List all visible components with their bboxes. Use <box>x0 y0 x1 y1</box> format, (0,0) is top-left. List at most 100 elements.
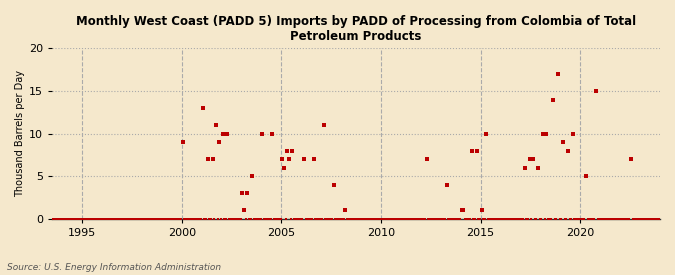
Point <box>149 217 160 221</box>
Point <box>395 217 406 221</box>
Point <box>264 217 275 221</box>
Point <box>57 217 68 221</box>
Point <box>88 217 99 221</box>
Point <box>546 217 557 221</box>
Point <box>179 217 190 221</box>
Point <box>176 217 186 221</box>
Point <box>593 217 603 221</box>
Point <box>154 217 165 221</box>
Point <box>454 217 465 221</box>
Point <box>282 148 293 153</box>
Point <box>178 140 188 144</box>
Point <box>325 217 336 221</box>
Point <box>521 217 532 221</box>
Point <box>113 217 124 221</box>
Point <box>247 174 258 178</box>
Point <box>355 217 366 221</box>
Point <box>608 217 618 221</box>
Point <box>425 217 435 221</box>
Point <box>599 217 610 221</box>
Point <box>413 217 424 221</box>
Point <box>576 217 587 221</box>
Point <box>429 217 440 221</box>
Point <box>104 217 115 221</box>
Point <box>86 217 97 221</box>
Point <box>436 217 447 221</box>
Point <box>488 217 499 221</box>
Point <box>439 217 450 221</box>
Point <box>566 217 576 221</box>
Point <box>371 217 382 221</box>
Point <box>511 217 522 221</box>
Point <box>624 217 634 221</box>
Point <box>273 217 284 221</box>
Point <box>489 217 500 221</box>
Point <box>234 217 244 221</box>
Point <box>652 217 663 221</box>
Point <box>237 191 248 196</box>
Point <box>446 217 457 221</box>
Point <box>128 217 138 221</box>
Point <box>159 217 170 221</box>
Point <box>595 217 606 221</box>
Point <box>327 217 338 221</box>
Point <box>76 217 87 221</box>
Point <box>456 208 467 213</box>
Point <box>51 217 62 221</box>
Point <box>531 217 542 221</box>
Point <box>230 217 241 221</box>
Point <box>497 217 508 221</box>
Point <box>450 217 460 221</box>
Point <box>380 217 391 221</box>
Point <box>317 217 327 221</box>
Point <box>140 217 151 221</box>
Point <box>129 217 140 221</box>
Point <box>270 217 281 221</box>
Point <box>126 217 136 221</box>
Point <box>438 217 449 221</box>
Point <box>464 217 475 221</box>
Point <box>522 217 533 221</box>
Point <box>642 217 653 221</box>
Point <box>526 217 537 221</box>
Point <box>197 106 208 110</box>
Point <box>144 217 155 221</box>
Point <box>533 166 543 170</box>
Point <box>494 217 505 221</box>
Point <box>209 217 219 221</box>
Point <box>302 217 313 221</box>
Point <box>240 217 251 221</box>
Point <box>554 217 565 221</box>
Point <box>342 217 352 221</box>
Point <box>207 157 218 161</box>
Point <box>370 217 381 221</box>
Point <box>252 217 263 221</box>
Point <box>337 217 348 221</box>
Point <box>196 217 207 221</box>
Point <box>577 217 588 221</box>
Point <box>478 217 489 221</box>
Point <box>174 217 185 221</box>
Point <box>323 217 334 221</box>
Point <box>244 217 254 221</box>
Point <box>536 217 547 221</box>
Point <box>363 217 374 221</box>
Point <box>543 217 554 221</box>
Point <box>641 217 651 221</box>
Point <box>71 217 82 221</box>
Point <box>556 217 566 221</box>
Point <box>344 217 354 221</box>
Point <box>116 217 127 221</box>
Point <box>423 217 434 221</box>
Point <box>257 131 268 136</box>
Point <box>215 217 226 221</box>
Point <box>360 217 371 221</box>
Point <box>277 157 288 161</box>
Point <box>49 217 60 221</box>
Point <box>151 217 161 221</box>
Point <box>250 217 261 221</box>
Point <box>645 217 656 221</box>
Point <box>312 217 323 221</box>
Point <box>81 217 92 221</box>
Point <box>345 217 356 221</box>
